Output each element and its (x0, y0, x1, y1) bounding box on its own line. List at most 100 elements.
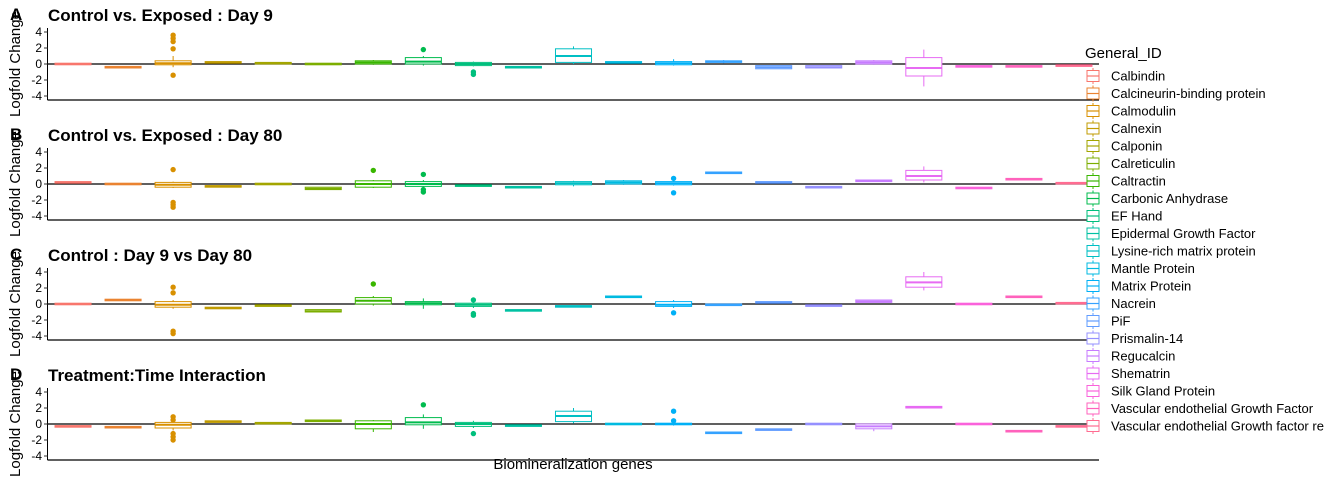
box-shematrin (905, 405, 943, 409)
panel-d: D Treatment:Time Interaction Logfold Chang… (7, 365, 1099, 477)
legend-label: Epidermal Growth Factor (1111, 226, 1256, 241)
y-tick-label: -2 (31, 433, 42, 447)
y-tick-label: -4 (31, 449, 42, 463)
box-prismalin-14 (805, 304, 843, 307)
y-tick-label: 0 (35, 57, 42, 71)
box-caltractin (354, 60, 392, 65)
legend-item: Calponin (1086, 138, 1162, 154)
box-pif (755, 65, 793, 70)
legend-item: Epidermal Growth Factor (1086, 225, 1256, 242)
outlier-point (170, 204, 176, 210)
y-tick-label: 2 (35, 401, 42, 415)
panel-tag: C (10, 245, 22, 264)
box-calbindin (54, 425, 92, 428)
box-calnexin (204, 61, 242, 64)
legend-item: Shematrin (1086, 365, 1170, 382)
panels-group: A Control vs. Exposed : Day 9 Logfold Chan… (7, 5, 1099, 477)
box-body (905, 57, 943, 77)
legend-label: Calreticulin (1111, 156, 1175, 171)
box-ef-hand (454, 420, 492, 437)
legend-item: Prismalin-14 (1086, 330, 1183, 347)
box-caltractin (354, 281, 392, 306)
panel-tag: D (10, 365, 22, 384)
box-mantle-protein (605, 61, 643, 64)
legend-label: Matrix Protein (1111, 279, 1191, 294)
outlier-point (470, 312, 477, 318)
box-calbindin (54, 62, 92, 66)
box-calcineurin-binding-protein (104, 65, 142, 69)
outlier-point (420, 46, 427, 53)
box-epidermal-growth-factor (504, 309, 542, 312)
box-regucalcin (855, 60, 893, 65)
panel-title: Control vs. Exposed : Day 9 (48, 6, 273, 25)
legend-label: Nacrein (1111, 296, 1156, 311)
box-nacrein (705, 60, 743, 64)
outlier-point (670, 310, 677, 316)
y-axis-title: Logfold Change (7, 371, 24, 477)
box-mantle-protein (605, 180, 643, 185)
outlier-point (170, 72, 176, 78)
outlier-point (420, 171, 427, 178)
panel-b: B Control vs. Exposed : Day 80 Logfold Cha… (7, 125, 1099, 237)
box-carbonic-anhydrase (404, 402, 442, 429)
y-tick-label: 4 (35, 25, 42, 39)
outlier-point (670, 175, 677, 182)
outlier-point (370, 281, 377, 287)
box-vascular-endothelial-growth-factor (1005, 429, 1043, 433)
box-calreticulin (304, 309, 342, 313)
y-tick-label: 0 (35, 417, 42, 431)
outlier-point (170, 417, 176, 423)
legend-label: PiF (1111, 314, 1131, 329)
legend-item: Regucalcin (1086, 348, 1175, 364)
box-vascular-endothelial-growth-factor (1005, 295, 1043, 299)
outlier-point (170, 330, 176, 337)
outlier-point (420, 402, 427, 408)
y-tick-label: 4 (35, 265, 42, 279)
y-tick-label: 0 (35, 177, 42, 191)
box-prismalin-14 (805, 65, 843, 69)
box-lysine-rich-matrix-protein (554, 408, 593, 424)
box-carbonic-anhydrase (404, 298, 442, 309)
box-pif (755, 301, 793, 304)
box-calponin (254, 304, 292, 307)
outlier-point (670, 408, 677, 414)
legend-item: Calmodulin (1086, 103, 1176, 119)
box-calreticulin (304, 62, 342, 66)
box-calnexin (204, 420, 242, 423)
box-pif (755, 181, 793, 184)
box-calreticulin (304, 186, 342, 191)
legend-item: Mantle Protein (1086, 260, 1195, 277)
legend-label: Mantle Protein (1111, 261, 1195, 276)
x-axis-title: Biomineralization genes (493, 456, 652, 473)
legend-label: Shematrin (1111, 366, 1170, 381)
y-axis-title: Logfold Change (7, 131, 24, 237)
box-calnexin (204, 306, 242, 310)
box-nacrein (705, 303, 743, 307)
legend-label: Vascular endothelial Growth factor re (1111, 419, 1324, 434)
legend-item: Silk Gland Protein (1086, 383, 1215, 399)
box-prismalin-14 (805, 185, 843, 189)
box-epidermal-growth-factor (504, 185, 542, 189)
panel-title: Control : Day 9 vs Day 80 (48, 246, 252, 265)
box-ef-hand (454, 184, 492, 187)
y-tick-label: -2 (31, 73, 42, 87)
outlier-point (170, 46, 176, 52)
box-prismalin-14 (805, 422, 843, 426)
y-tick-label: 4 (35, 385, 42, 399)
box-calreticulin (304, 419, 342, 423)
box-lysine-rich-matrix-protein (554, 46, 593, 64)
box-vascular-endothelial-growth-factor (1005, 177, 1043, 181)
box-mantle-protein (605, 295, 643, 299)
box-matrix-protein (655, 175, 693, 196)
box-calcineurin-binding-protein (104, 182, 142, 186)
legend-item: Vascular endothelial Growth factor re (1086, 418, 1324, 434)
box-ef-hand (454, 297, 492, 318)
box-calbindin (54, 181, 92, 184)
box-vascular-endothelial-growth-factor-re (1055, 64, 1093, 67)
box-calponin (254, 421, 292, 425)
legend: General_ID Calbindin Calcineurin-binding … (1085, 45, 1324, 434)
box-lysine-rich-matrix-protein (554, 305, 593, 308)
y-tick-label: -2 (31, 313, 42, 327)
box-calcineurin-binding-protein (104, 298, 142, 302)
